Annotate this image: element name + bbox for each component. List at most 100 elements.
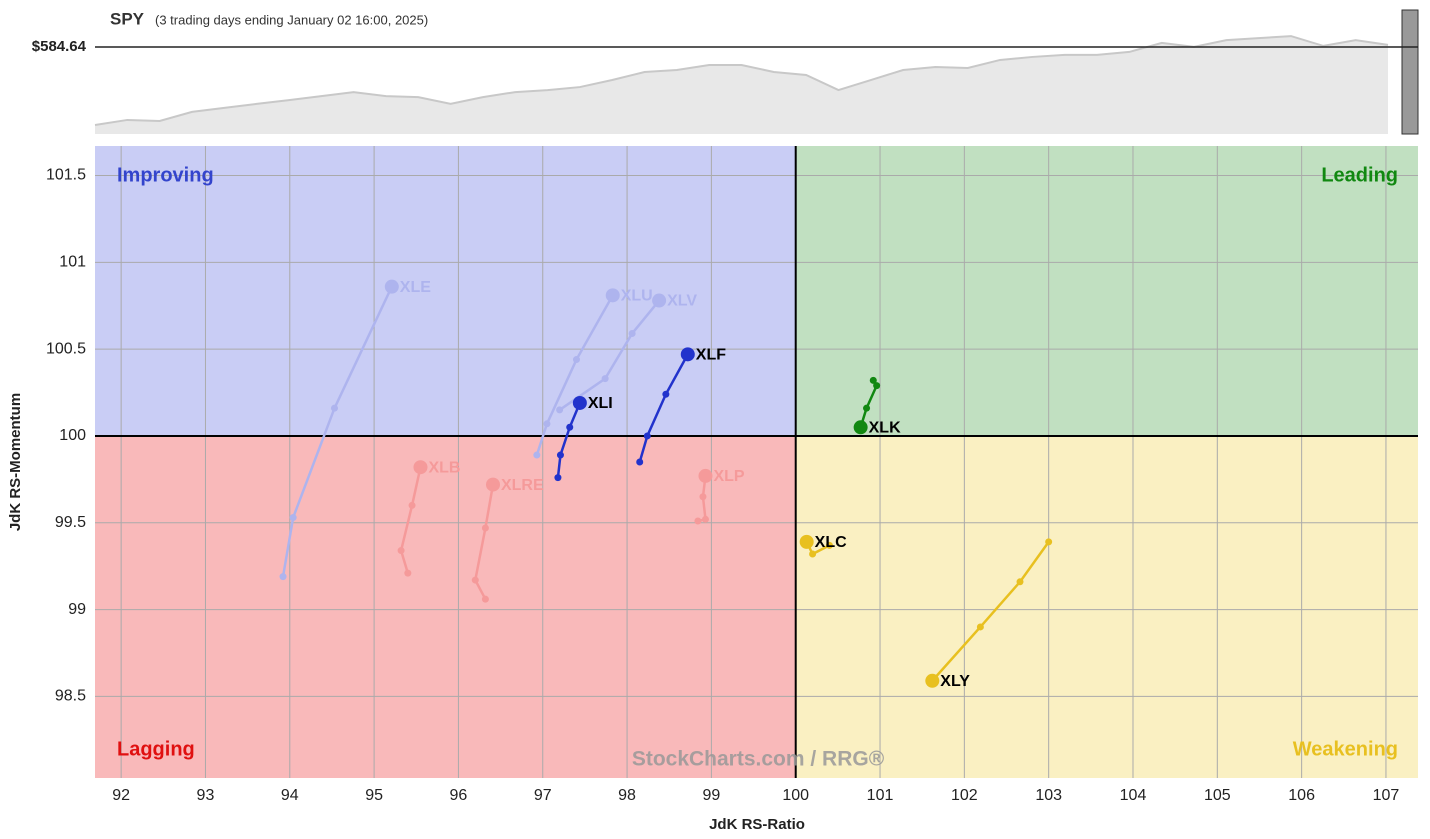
x-tick-label: 104 — [1120, 787, 1147, 804]
x-axis-title: JdK RS-Ratio — [709, 816, 805, 833]
x-tick-label: 93 — [197, 787, 215, 804]
quadrant — [95, 435, 796, 778]
head-point — [680, 347, 695, 362]
series-label: XLP — [713, 468, 744, 485]
head-point — [925, 673, 940, 688]
y-tick-label: 100.5 — [46, 340, 86, 357]
head-point — [853, 420, 868, 435]
series-label: XLB — [428, 459, 460, 476]
x-tick-label: 101 — [867, 787, 894, 804]
x-tick-label: 95 — [365, 787, 383, 804]
tail-point — [643, 432, 651, 440]
y-tick-label: 99 — [68, 601, 86, 618]
series-label: XLF — [696, 347, 726, 364]
tail-point — [556, 406, 564, 414]
tail-point — [481, 595, 489, 603]
series-label: XLV — [667, 293, 697, 310]
y-tick-label: 100 — [59, 427, 86, 444]
spy-subtitle: (3 trading days ending January 02 16:00,… — [155, 12, 428, 27]
head-point — [572, 395, 587, 410]
spy-title: SPY — [110, 9, 145, 28]
tail-point — [1016, 578, 1024, 586]
tail-point — [873, 382, 881, 390]
watermark: StockCharts.com / RRG® — [632, 748, 885, 771]
x-tick-label: 105 — [1204, 787, 1231, 804]
y-tick-label: 101 — [59, 254, 86, 271]
tail-point — [601, 375, 609, 383]
quadrant — [795, 435, 1418, 778]
x-tick-label: 96 — [450, 787, 468, 804]
tail-line — [281, 286, 393, 577]
tail-point — [543, 420, 551, 428]
series-label: XLI — [588, 395, 613, 412]
tail-point — [533, 451, 541, 459]
tail-point — [825, 541, 833, 549]
series-label: XLC — [815, 534, 847, 551]
tail-point — [330, 404, 338, 412]
tail-point — [404, 569, 412, 577]
x-tick-label: 106 — [1288, 787, 1315, 804]
x-tick-label: 102 — [951, 787, 978, 804]
price-label: $584.64 — [32, 38, 87, 55]
tail-point — [869, 376, 877, 384]
x-tick-label: 99 — [702, 787, 720, 804]
tail-point — [481, 524, 489, 532]
price-area — [95, 36, 1388, 134]
price-line — [94, 35, 1389, 126]
tail-line — [535, 294, 614, 456]
quadrant-label: Improving — [117, 164, 214, 186]
tail-point — [471, 576, 479, 584]
tail-point — [408, 501, 416, 509]
series-label: XLY — [940, 673, 970, 690]
tail-point — [566, 423, 574, 431]
head-point — [413, 460, 428, 475]
tail-point — [397, 547, 405, 555]
tail-line — [638, 353, 689, 463]
head-point — [384, 279, 399, 294]
x-tick-label: 103 — [1035, 787, 1062, 804]
tail-point — [662, 390, 670, 398]
series-label: XLU — [621, 288, 653, 305]
tail-line — [399, 466, 422, 574]
tail-point — [572, 356, 580, 364]
tail-point — [554, 474, 562, 482]
y-tick-label: 101.5 — [46, 167, 86, 184]
x-tick-label: 94 — [281, 787, 299, 804]
tail-point — [699, 493, 707, 501]
quadrant-label: Leading — [1321, 164, 1398, 186]
x-tick-label: 107 — [1373, 787, 1400, 804]
x-tick-label: 98 — [618, 787, 636, 804]
tail-point — [809, 550, 817, 558]
series-label: XLE — [400, 279, 431, 296]
series-label: XLRE — [501, 477, 544, 494]
tail-point — [628, 330, 636, 338]
tail-point — [279, 573, 287, 581]
y-tick-label: 98.5 — [55, 688, 86, 705]
tail-point — [976, 623, 984, 631]
tail-point — [556, 451, 564, 459]
head-point — [698, 468, 713, 483]
head-point — [605, 288, 620, 303]
tail-point — [694, 517, 702, 525]
y-axis-title: JdK RS-Momentum — [7, 393, 24, 531]
head-point — [799, 534, 814, 549]
x-tick-label: 92 — [112, 787, 130, 804]
quadrant-label: Lagging — [117, 738, 195, 760]
head-point — [485, 477, 500, 492]
tail-point — [1045, 538, 1053, 546]
tail-point — [289, 514, 297, 522]
head-point — [652, 293, 667, 308]
quadrant — [95, 146, 796, 436]
tail-line — [556, 402, 582, 478]
period-highlight — [1401, 9, 1419, 135]
y-tick-label: 99.5 — [55, 514, 86, 531]
series-label: XLK — [869, 419, 901, 436]
quadrant — [795, 146, 1418, 436]
tail-point — [636, 458, 644, 466]
tail-line — [697, 475, 707, 523]
x-tick-label: 100 — [782, 787, 809, 804]
tail-point — [863, 404, 871, 412]
tail-line — [473, 484, 495, 600]
